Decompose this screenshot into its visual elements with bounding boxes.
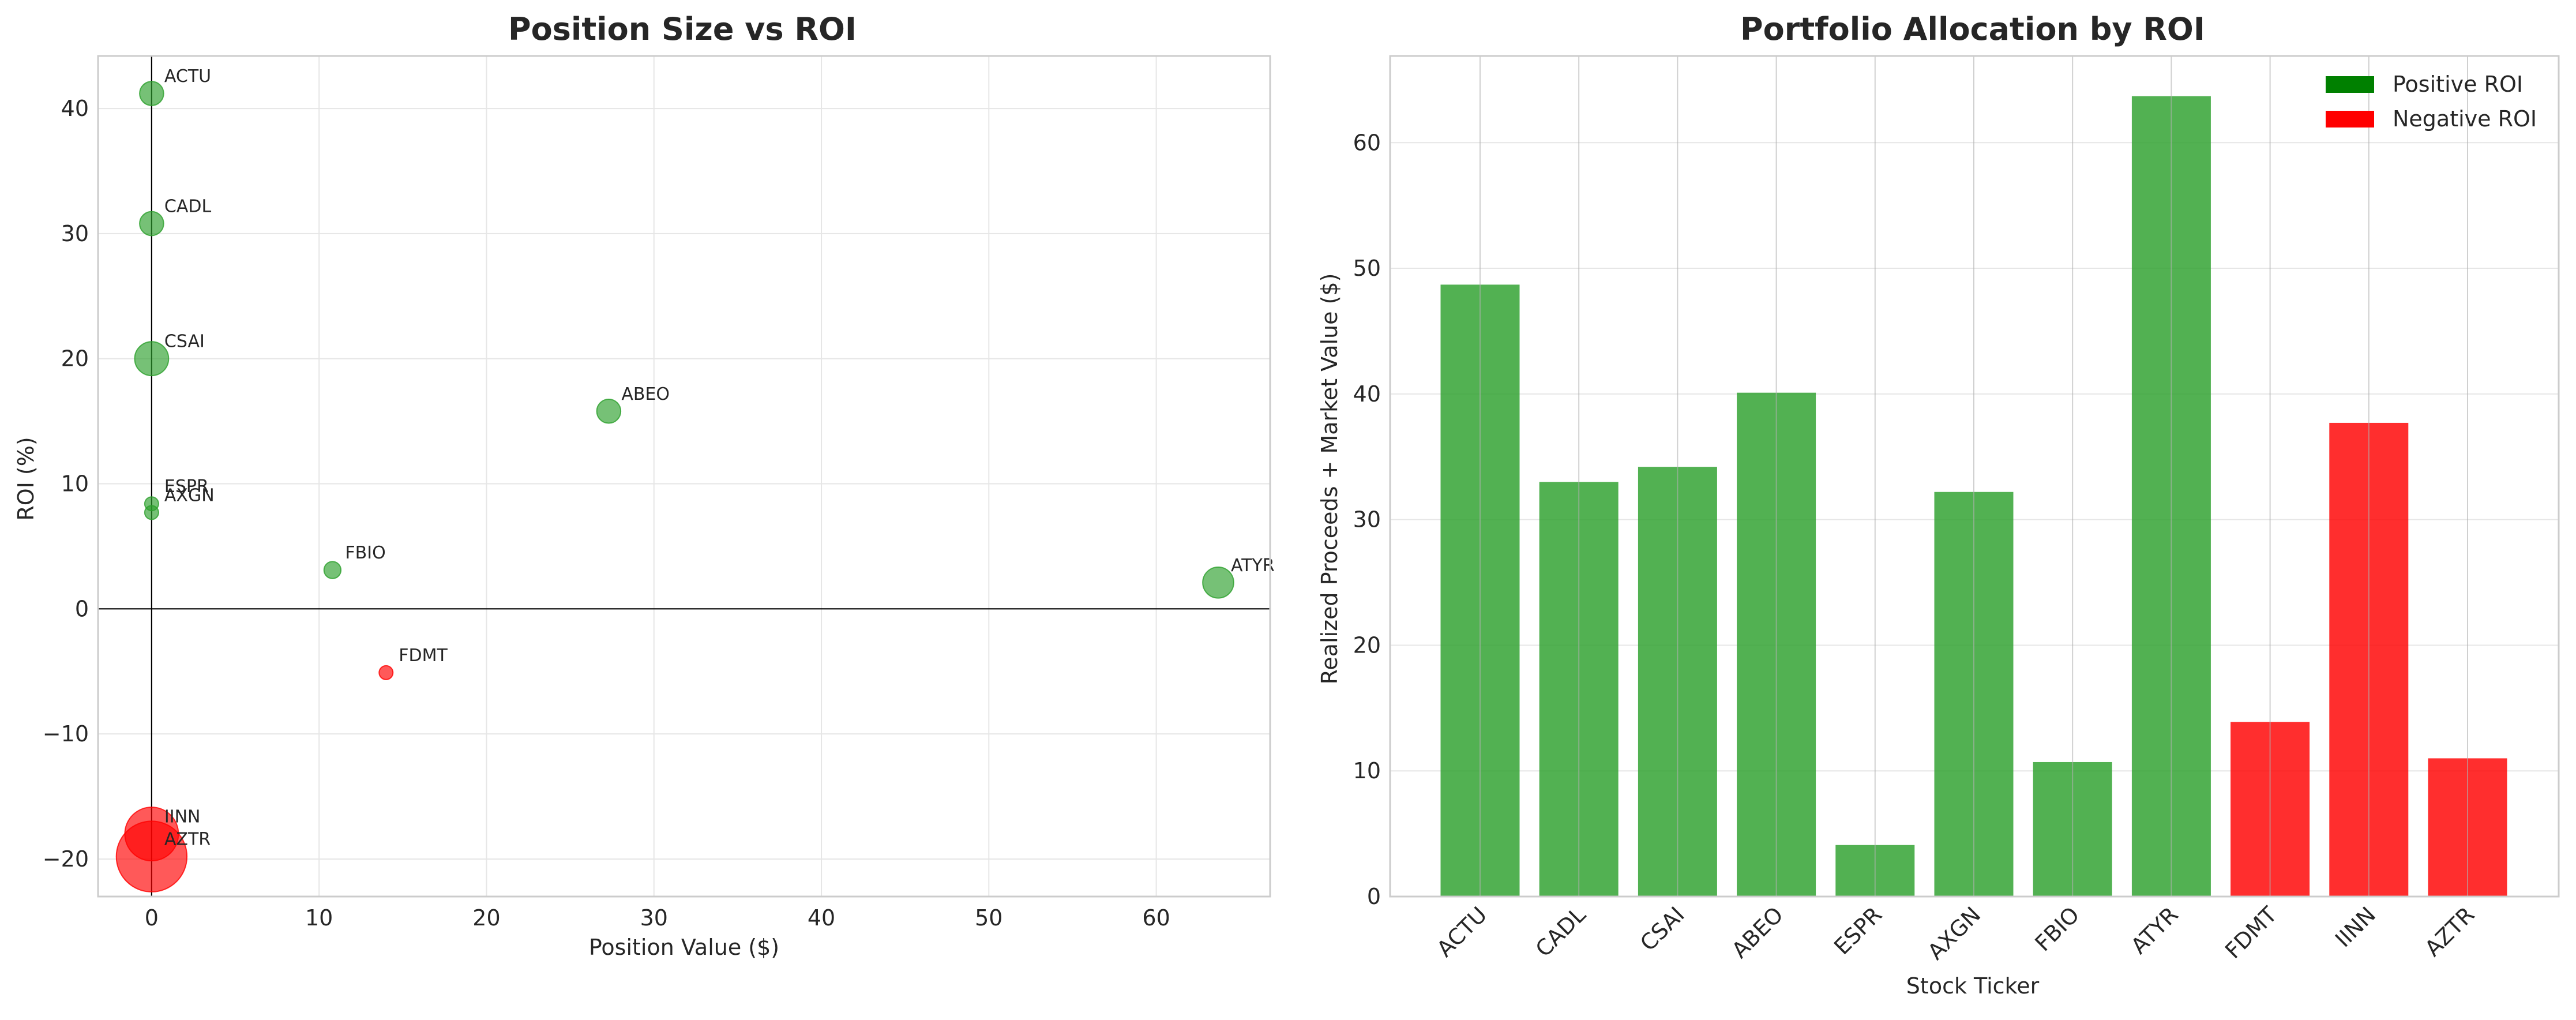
point-label: AXGN bbox=[164, 485, 215, 505]
y-tick-label: 30 bbox=[1353, 507, 1381, 532]
x-tick-label: 10 bbox=[305, 905, 333, 931]
scatter-point bbox=[144, 505, 159, 520]
scatter-title: Position Size vs ROI bbox=[508, 11, 857, 47]
x-tick-label: 40 bbox=[808, 905, 835, 931]
x-tick-label: ABEO bbox=[1727, 902, 1788, 963]
scatter-point bbox=[1202, 566, 1234, 599]
legend-swatch bbox=[2326, 76, 2374, 93]
legend-label: Negative ROI bbox=[2393, 106, 2537, 132]
scatter-plot-frame bbox=[97, 55, 1271, 898]
x-tick-label: AXGN bbox=[1923, 902, 1986, 965]
scatter-panel: Position Size vs ROI Position Value ($) … bbox=[13, 11, 1275, 960]
bar-plot-frame bbox=[1389, 55, 2560, 898]
x-tick-label: CADL bbox=[1531, 902, 1591, 962]
y-tick-label: 20 bbox=[61, 346, 89, 372]
y-tick-label: 60 bbox=[1353, 130, 1381, 155]
y-tick-label: 20 bbox=[1353, 632, 1381, 658]
scatter-y-axis-label: ROI (%) bbox=[13, 437, 39, 520]
x-tick-label: IINN bbox=[2330, 902, 2380, 952]
x-tick-label: FBIO bbox=[2030, 902, 2084, 956]
x-tick-label: 0 bbox=[145, 905, 159, 931]
y-tick-label: 0 bbox=[1367, 884, 1381, 909]
point-label: ABEO bbox=[621, 384, 670, 404]
point-label: ACTU bbox=[164, 66, 211, 87]
bar-panel: Portfolio Allocation by ROI Stock Ticker… bbox=[1317, 11, 2560, 999]
x-tick-label: ATYR bbox=[2126, 902, 2183, 959]
bar-y-axis-label: Realized Proceeds + Market Value ($) bbox=[1317, 273, 1342, 685]
point-label: IINN bbox=[164, 807, 201, 827]
point-label: FBIO bbox=[345, 543, 385, 563]
scatter-x-axis-label: Position Value ($) bbox=[589, 935, 779, 960]
x-tick-label: 30 bbox=[640, 905, 668, 931]
x-tick-label: CSAI bbox=[1635, 902, 1689, 956]
y-tick-label: 40 bbox=[1353, 381, 1381, 407]
x-tick-label: FDMT bbox=[2220, 902, 2282, 963]
x-tick-label: 20 bbox=[472, 905, 500, 931]
point-label: CADL bbox=[164, 197, 212, 217]
scatter-point bbox=[323, 561, 342, 579]
x-tick-label: 60 bbox=[1142, 905, 1170, 931]
scatter-point bbox=[139, 211, 164, 237]
x-tick-label: ESPR bbox=[1829, 902, 1887, 959]
scatter-point bbox=[378, 665, 394, 680]
y-tick-label: 40 bbox=[61, 96, 89, 121]
scatter-point bbox=[134, 341, 170, 377]
point-label: AZTR bbox=[164, 830, 211, 850]
bar-x-axis-label: Stock Ticker bbox=[1906, 973, 2040, 999]
point-label: ATYR bbox=[1231, 556, 1275, 576]
y-tick-label: −20 bbox=[43, 846, 89, 872]
y-tick-label: 30 bbox=[61, 221, 89, 246]
y-tick-label: 10 bbox=[1353, 758, 1381, 783]
legend-swatch bbox=[2326, 111, 2374, 127]
scatter-point bbox=[139, 81, 164, 106]
y-tick-label: 10 bbox=[61, 471, 89, 497]
bar-title: Portfolio Allocation by ROI bbox=[1740, 11, 2205, 47]
y-tick-label: 50 bbox=[1353, 256, 1381, 281]
point-label: FDMT bbox=[399, 646, 448, 666]
scatter-point bbox=[596, 398, 622, 424]
x-tick-label: AZTR bbox=[2420, 902, 2479, 961]
x-tick-label: ACTU bbox=[1432, 902, 1492, 962]
point-label: ESPR bbox=[164, 477, 209, 497]
legend-label: Positive ROI bbox=[2393, 72, 2523, 97]
y-tick-label: −10 bbox=[43, 721, 89, 747]
y-tick-label: 0 bbox=[75, 596, 89, 621]
x-tick-label: 50 bbox=[975, 905, 1002, 931]
scatter-point bbox=[115, 820, 188, 892]
point-label: CSAI bbox=[164, 332, 205, 352]
